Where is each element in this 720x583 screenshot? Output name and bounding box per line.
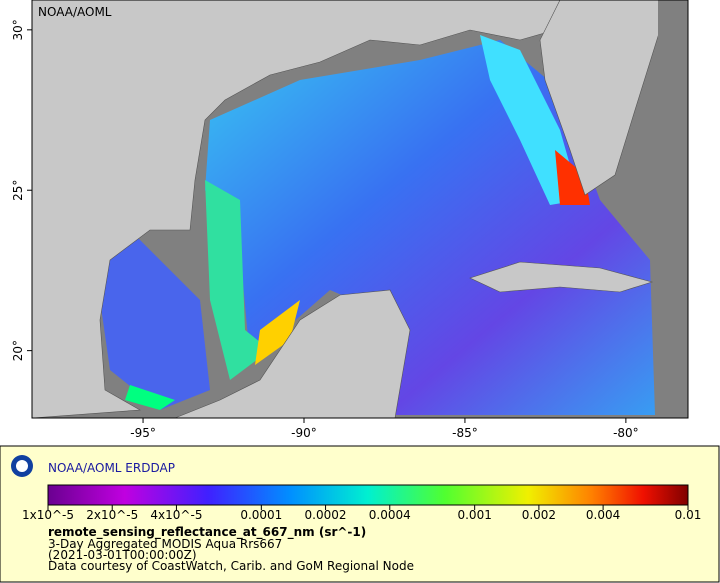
colorbar-tick-label: 4x10^-5	[150, 508, 202, 522]
data-field	[255, 300, 300, 365]
colorbar-tick-label: 0.0001	[240, 508, 282, 522]
land	[174, 289, 411, 419]
legend-title: NOAA/AOML ERDDAP	[48, 461, 175, 475]
map-area: NOAA/AOML	[31, 0, 689, 419]
y-tick-label: 25°	[11, 180, 25, 201]
colorbar-tick-label: 0.0002	[305, 508, 347, 522]
colorbar-tick-label: 1x10^-5	[22, 508, 74, 522]
variable-name: remote_sensing_reflectance_at_667_nm (sr…	[48, 525, 366, 540]
y-tick-label: 20°	[11, 340, 25, 361]
data-field	[555, 150, 590, 205]
x-tick-label: -90°	[291, 426, 317, 440]
axes: -95° -90° -85° -80° 30° 25° 20°	[11, 19, 639, 440]
map-frame	[31, 0, 689, 419]
x-tick-label: -95°	[130, 426, 156, 440]
data-field	[480, 35, 580, 205]
colorbar-tick-label: 0.001	[457, 508, 491, 522]
land	[31, 0, 561, 419]
colorbar-tick-label: 2x10^-5	[86, 508, 138, 522]
y-tick-label: 30°	[11, 19, 25, 40]
colorbar-ticks: 1x10^-5 2x10^-5 4x10^-5 0.0001 0.0002 0.0004 0…	[22, 505, 701, 522]
colorbar-tick-label: 0.0004	[369, 508, 411, 522]
colorbar-tick-label: 0.004	[586, 508, 620, 522]
corner-label: NOAA/AOML	[38, 5, 112, 19]
data-field	[205, 180, 270, 380]
data-field	[95, 230, 210, 410]
legend-panel	[0, 445, 720, 583]
colorbar-tick-label: 0.01	[675, 508, 702, 522]
land	[469, 261, 654, 293]
legend-line: 3-Day Aggregated MODIS Aqua Rrs667	[48, 537, 282, 551]
legend-line: (2021-03-01T00:00:00Z)	[48, 548, 197, 562]
noaa-logo	[16, 460, 28, 472]
colorbar-tick-label: 0.002	[522, 508, 556, 522]
colorbar	[47, 484, 689, 506]
data-field	[125, 385, 175, 410]
no-data	[658, 0, 688, 418]
x-tick-label: -85°	[452, 426, 478, 440]
x-tick-label: -80°	[613, 426, 639, 440]
legend-line: Data courtesy of CoastWatch, Carib. and …	[48, 559, 414, 573]
